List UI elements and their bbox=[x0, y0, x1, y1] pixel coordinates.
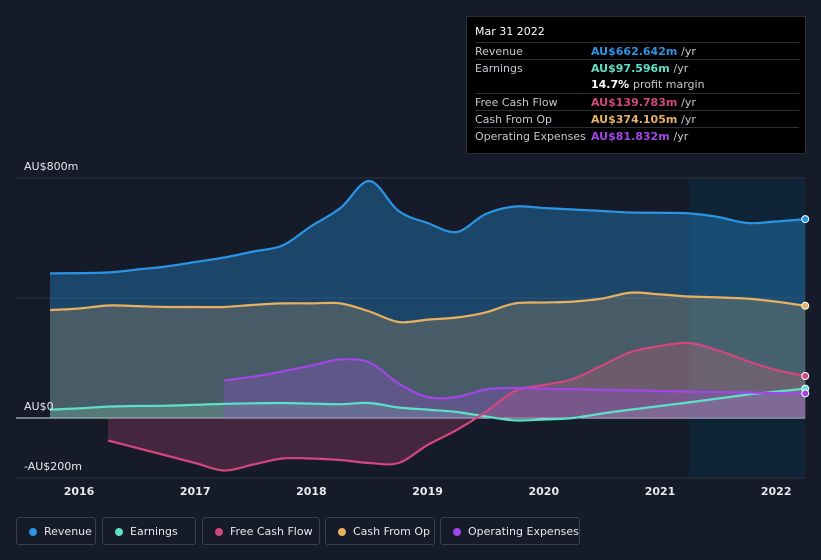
y-tick-label: -AU$200m bbox=[24, 460, 82, 473]
revenue-line bbox=[49, 179, 806, 275]
tooltip-date: Mar 31 2022 bbox=[475, 25, 545, 38]
tooltip-label: Free Cash Flow bbox=[475, 96, 558, 109]
tooltip-row-free-cash-flow: Free Cash Flow AU$139.783m /yr bbox=[475, 93, 799, 110]
legend-item-earnings[interactable]: Earnings bbox=[102, 517, 196, 545]
tooltip-label: Earnings bbox=[475, 62, 523, 75]
legend-label: Earnings bbox=[130, 525, 178, 538]
x-tick-label: 2018 bbox=[296, 485, 327, 498]
tooltip-label: Cash From Op bbox=[475, 113, 553, 126]
tooltip-value: AU$81.832m /yr bbox=[591, 130, 689, 143]
tooltip-row-earnings: Earnings AU$97.596m /yr bbox=[475, 59, 799, 76]
tooltip-value: AU$662.642m /yr bbox=[591, 45, 696, 58]
tooltip-value: AU$139.783m /yr bbox=[591, 96, 696, 109]
series-lines bbox=[49, 179, 806, 472]
x-tick-label: 2019 bbox=[412, 485, 443, 498]
tooltip-value: AU$374.105m /yr bbox=[591, 113, 696, 126]
legend-label: Operating Expenses bbox=[468, 525, 579, 538]
tooltip-value: 14.7% profit margin bbox=[591, 78, 705, 91]
operating-expenses-endpoint bbox=[801, 389, 810, 398]
revenue-endpoint bbox=[801, 215, 810, 224]
earnings-dot-icon bbox=[115, 528, 123, 536]
x-tick-label: 2022 bbox=[761, 485, 792, 498]
cash-from-op-area bbox=[50, 292, 806, 418]
grid-lines bbox=[16, 177, 805, 479]
legend-label: Revenue bbox=[44, 525, 92, 538]
tooltip-value: AU$97.596m /yr bbox=[591, 62, 689, 75]
operating-expenses-dot-icon bbox=[453, 528, 461, 536]
cash-from-op-line bbox=[49, 291, 806, 324]
revenue-dot-icon bbox=[29, 528, 37, 536]
legend-item-free-cash-flow[interactable]: Free Cash Flow bbox=[202, 517, 320, 545]
legend-item-operating-expenses[interactable]: Operating Expenses bbox=[440, 517, 580, 545]
operating-expenses-line bbox=[224, 358, 806, 400]
forecast-region bbox=[689, 178, 805, 478]
legend-label: Cash From Op bbox=[353, 525, 431, 538]
legend-item-revenue[interactable]: Revenue bbox=[16, 517, 96, 545]
tooltip-row-revenue: Revenue AU$662.642m /yr bbox=[475, 42, 799, 59]
x-axis: 2016 2017 2018 2019 2020 2021 2022 bbox=[64, 485, 792, 498]
x-tick-label: 2020 bbox=[528, 485, 559, 498]
x-tick-label: 2021 bbox=[645, 485, 676, 498]
tooltip-label: Operating Expenses bbox=[475, 130, 586, 143]
cash-from-op-endpoint bbox=[801, 301, 810, 310]
y-tick-label: AU$0 bbox=[24, 400, 54, 413]
tooltip-row-cash-from-op: Cash From Op AU$374.105m /yr bbox=[475, 110, 799, 127]
free-cash-flow-dot-icon bbox=[215, 528, 223, 536]
legend-item-cash-from-op[interactable]: Cash From Op bbox=[325, 517, 435, 545]
free-cash-flow-line bbox=[107, 341, 806, 472]
cash-from-op-dot-icon bbox=[338, 528, 346, 536]
x-tick-label: 2016 bbox=[64, 485, 95, 498]
free-cash-flow-endpoint bbox=[801, 372, 810, 380]
tooltip-row-margin: 14.7% profit margin bbox=[475, 76, 799, 93]
x-tick-label: 2017 bbox=[180, 485, 211, 498]
y-tick-label: AU$800m bbox=[24, 160, 78, 173]
tooltip-panel: Mar 31 2022 Revenue AU$662.642m /yr Earn… bbox=[466, 16, 806, 154]
earnings-line bbox=[49, 387, 806, 422]
legend-label: Free Cash Flow bbox=[230, 525, 313, 538]
tooltip-row-operating-expenses: Operating Expenses AU$81.832m /yr bbox=[475, 127, 799, 144]
series-endpoints bbox=[801, 215, 810, 398]
tooltip-label: Revenue bbox=[475, 45, 523, 58]
y-axis: AU$800m AU$0 -AU$200m bbox=[24, 160, 82, 473]
free-cash-flow-area bbox=[108, 342, 806, 471]
